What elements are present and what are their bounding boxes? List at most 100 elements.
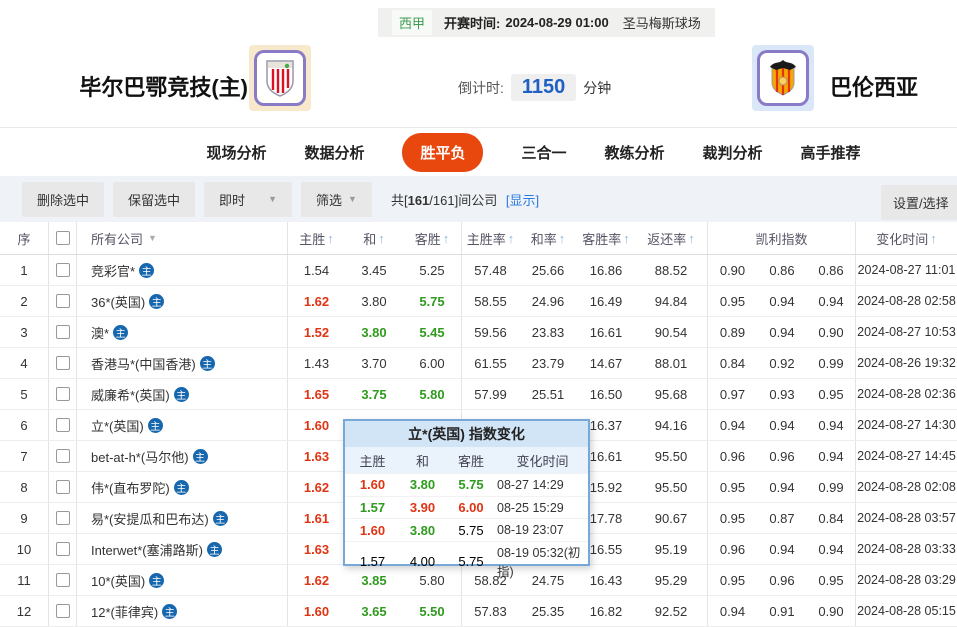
delete-selected-button[interactable]: 删除选中: [22, 181, 105, 217]
home-badge-icon: 主: [173, 386, 189, 402]
settings-button[interactable]: 设置/选择: [881, 185, 957, 220]
header-return-rate[interactable]: 返还率 ↑: [647, 230, 695, 247]
row-checkbox[interactable]: [55, 325, 70, 339]
draw-odds-cell[interactable]: 3.65: [361, 603, 387, 619]
row-checkbox[interactable]: [55, 418, 70, 432]
company-name: 12*(菲律宾): [91, 604, 159, 620]
row-checkbox[interactable]: [55, 542, 70, 556]
instant-dropdown[interactable]: 即时 ▼: [204, 181, 293, 217]
home-odds-cell[interactable]: 1.63: [287, 441, 345, 471]
draw-odds-cell[interactable]: 3.75: [361, 386, 387, 402]
company-cell[interactable]: 36*(英国) 主: [76, 286, 287, 316]
filter-dropdown-label: 筛选: [316, 192, 343, 208]
header-home-odds[interactable]: 主胜 ↑: [287, 222, 345, 254]
change-time-cell: 2024-08-26 19:32: [855, 348, 957, 378]
draw-odds-cell[interactable]: 3.70: [361, 355, 387, 371]
away-odds-cell[interactable]: 5.80: [419, 386, 445, 402]
select-all-checkbox[interactable]: [55, 231, 70, 245]
row-checkbox[interactable]: [55, 449, 70, 463]
home-odds-cell[interactable]: 1.60: [287, 410, 345, 440]
popup-home-odds: 1.60: [359, 477, 386, 493]
row-seq: 1: [20, 262, 28, 278]
nav-tab-3[interactable]: 胜平负: [402, 132, 484, 172]
draw-odds-cell[interactable]: 3.45: [361, 262, 387, 278]
return-rate-cell: 95.29: [654, 572, 688, 588]
header-draw-rate[interactable]: 和率 ↑: [530, 230, 566, 247]
nav-tab-7[interactable]: 高手推荐: [800, 144, 861, 162]
away-odds-cell[interactable]: 5.75: [419, 293, 445, 309]
row-checkbox[interactable]: [55, 604, 70, 618]
company-cell[interactable]: 伟*(直布罗陀) 主: [76, 472, 287, 502]
row-checkbox-cell: [48, 286, 76, 316]
kelly-away-cell: 0.90: [818, 324, 844, 340]
away-team-crest: [752, 45, 814, 111]
away-odds-cell[interactable]: 6.00: [419, 355, 445, 371]
draw-odds-cell[interactable]: 3.80: [361, 293, 387, 309]
keep-selected-button[interactable]: 保留选中: [113, 181, 196, 217]
away-crest-shield-icon: [757, 50, 809, 106]
row-checkbox-cell: [48, 441, 76, 471]
home-odds-cell[interactable]: 1.65: [287, 379, 345, 409]
show-link[interactable]: [显示]: [505, 192, 540, 208]
home-odds-cell[interactable]: 1.61: [287, 503, 345, 533]
company-cell[interactable]: 香港马*(中国香港) 主: [76, 348, 287, 378]
company-cell[interactable]: bet-at-h*(马尔他) 主: [76, 441, 287, 471]
header-seq: 序: [17, 231, 31, 247]
company-cell[interactable]: Interwet*(塞浦路斯) 主: [76, 534, 287, 564]
home-odds-cell[interactable]: 1.62: [287, 286, 345, 316]
away-odds-cell[interactable]: 5.50: [419, 603, 445, 619]
sort-asc-icon: ↑: [558, 230, 566, 246]
company-cell[interactable]: 立*(英国) 主: [76, 410, 287, 440]
draw-odds-cell[interactable]: 3.80: [361, 324, 387, 340]
company-cell[interactable]: 易*(安提瓜和巴布达) 主: [76, 503, 287, 533]
company-cell[interactable]: 10*(英国) 主: [76, 565, 287, 595]
row-checkbox[interactable]: [55, 356, 70, 370]
away-rate-cell: 17.78: [589, 510, 623, 526]
header-draw-odds[interactable]: 和 ↑: [363, 230, 385, 247]
nav-tab-1[interactable]: 现场分析: [206, 144, 267, 162]
away-odds-cell[interactable]: 5.25: [419, 262, 445, 278]
kelly-draw-cell: 0.94: [769, 324, 795, 340]
kelly-home-cell: 0.94: [707, 596, 757, 626]
popup-draw-odds: 4.00: [409, 553, 436, 569]
away-odds-cell[interactable]: 5.80: [419, 572, 445, 588]
kelly-home-cell: 0.90: [707, 255, 757, 285]
nav-tab-4[interactable]: 三合一: [521, 144, 567, 162]
draw-rate-cell: 24.96: [531, 293, 565, 309]
home-odds-cell[interactable]: 1.43: [287, 348, 345, 378]
row-checkbox[interactable]: [55, 573, 70, 587]
company-cell[interactable]: 澳* 主: [76, 317, 287, 347]
nav-tab-2[interactable]: 数据分析: [304, 144, 365, 162]
home-odds-cell[interactable]: 1.62: [287, 472, 345, 502]
header-company[interactable]: 所有公司 ▼: [76, 222, 287, 254]
row-seq: 2: [20, 293, 28, 309]
filter-dropdown[interactable]: 筛选 ▼: [301, 181, 372, 217]
home-badge-icon: 主: [162, 603, 178, 619]
company-name: Interwet*(塞浦路斯): [91, 542, 203, 558]
header-change-time[interactable]: 变化时间 ↑: [855, 222, 957, 254]
home-odds-cell[interactable]: 1.52: [287, 317, 345, 347]
nav-tab-6[interactable]: 裁判分析: [702, 144, 763, 162]
header-home-rate[interactable]: 主胜率 ↑: [461, 222, 519, 254]
home-odds-cell[interactable]: 1.60: [287, 596, 345, 626]
row-checkbox[interactable]: [55, 480, 70, 494]
company-cell[interactable]: 12*(菲律宾) 主: [76, 596, 287, 626]
home-odds-cell[interactable]: 1.62: [287, 565, 345, 595]
draw-odds-cell[interactable]: 3.85: [361, 572, 387, 588]
header-away-odds[interactable]: 客胜 ↑: [414, 230, 450, 247]
nav-tab-5[interactable]: 教练分析: [604, 144, 665, 162]
kelly-draw-cell: 0.94: [769, 293, 795, 309]
header-away-rate[interactable]: 客胜率 ↑: [582, 230, 630, 247]
row-checkbox-cell: [48, 410, 76, 440]
company-cell[interactable]: 竞彩官* 主: [76, 255, 287, 285]
home-odds-cell[interactable]: 1.54: [287, 255, 345, 285]
row-checkbox[interactable]: [55, 511, 70, 525]
kelly-home-cell: 0.97: [707, 379, 757, 409]
row-checkbox[interactable]: [55, 294, 70, 308]
kelly-away-cell: 0.99: [818, 479, 844, 495]
row-checkbox[interactable]: [55, 263, 70, 277]
company-cell[interactable]: 威廉希*(英国) 主: [76, 379, 287, 409]
away-odds-cell[interactable]: 5.45: [419, 324, 445, 340]
home-odds-cell[interactable]: 1.63: [287, 534, 345, 564]
row-checkbox[interactable]: [55, 387, 70, 401]
